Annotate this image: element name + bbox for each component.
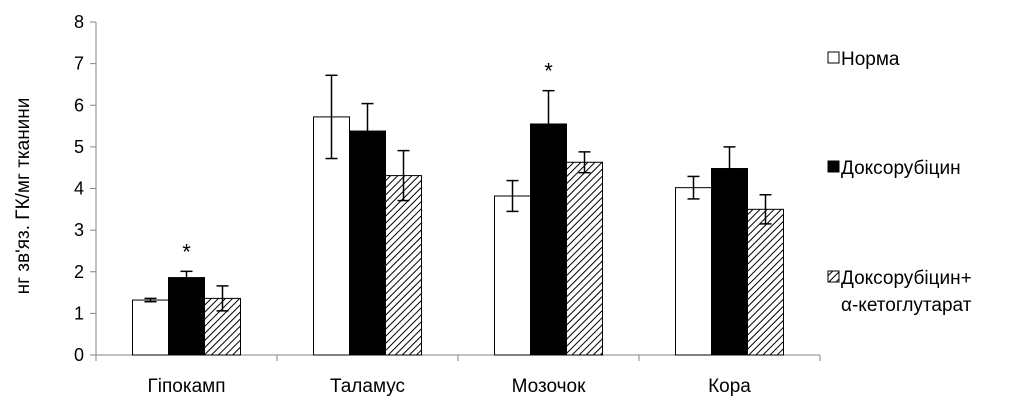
y-tick-label: 4: [74, 179, 84, 199]
legend-entry-label: Доксорубіцин+: [841, 268, 972, 289]
bar: [349, 130, 386, 356]
y-tick-label: 0: [74, 345, 84, 365]
y-tick-label: 5: [74, 137, 84, 157]
legend-swatch: [827, 160, 840, 173]
legend-entry-label: Норма: [841, 49, 900, 70]
legend-swatch: [827, 270, 840, 283]
y-tick-label: 6: [74, 95, 84, 115]
bar: [385, 175, 422, 356]
bar: [530, 123, 567, 356]
bar: [566, 161, 603, 356]
category-label: Мозочок: [512, 376, 587, 397]
bar: [168, 277, 205, 356]
bar: [747, 208, 784, 356]
y-tick-label: 7: [74, 54, 84, 74]
significance-asterisk: *: [182, 239, 191, 264]
bar: [132, 299, 169, 356]
y-tick-label: 1: [74, 303, 84, 323]
legend-entry-label: Доксорубіцин: [841, 158, 961, 179]
bar: [494, 195, 531, 356]
bar: [675, 187, 712, 356]
category-label: Кора: [708, 376, 751, 397]
legend-entry-label: α-кетоглутарат: [841, 295, 972, 316]
category-label: Таламус: [330, 376, 405, 397]
y-axis-label: нг зв'яз. ГК/мг тканини: [13, 98, 34, 295]
legend: Норма Доксорубіцин Доксорубіцин+ α-кетоглут…: [827, 49, 972, 316]
bar: [711, 168, 748, 356]
y-tick-label: 8: [74, 12, 84, 32]
y-tick-label: 2: [74, 262, 84, 282]
legend-swatch: [827, 51, 840, 64]
category-label: Гіпокамп: [147, 376, 225, 397]
significance-asterisk: *: [544, 59, 553, 84]
y-tick-label: 3: [74, 220, 84, 240]
plot-area: 0 1 2 3 4 5 6 7 8 * Гіпокамп Таламус * Мозочок Кора: [74, 12, 821, 397]
